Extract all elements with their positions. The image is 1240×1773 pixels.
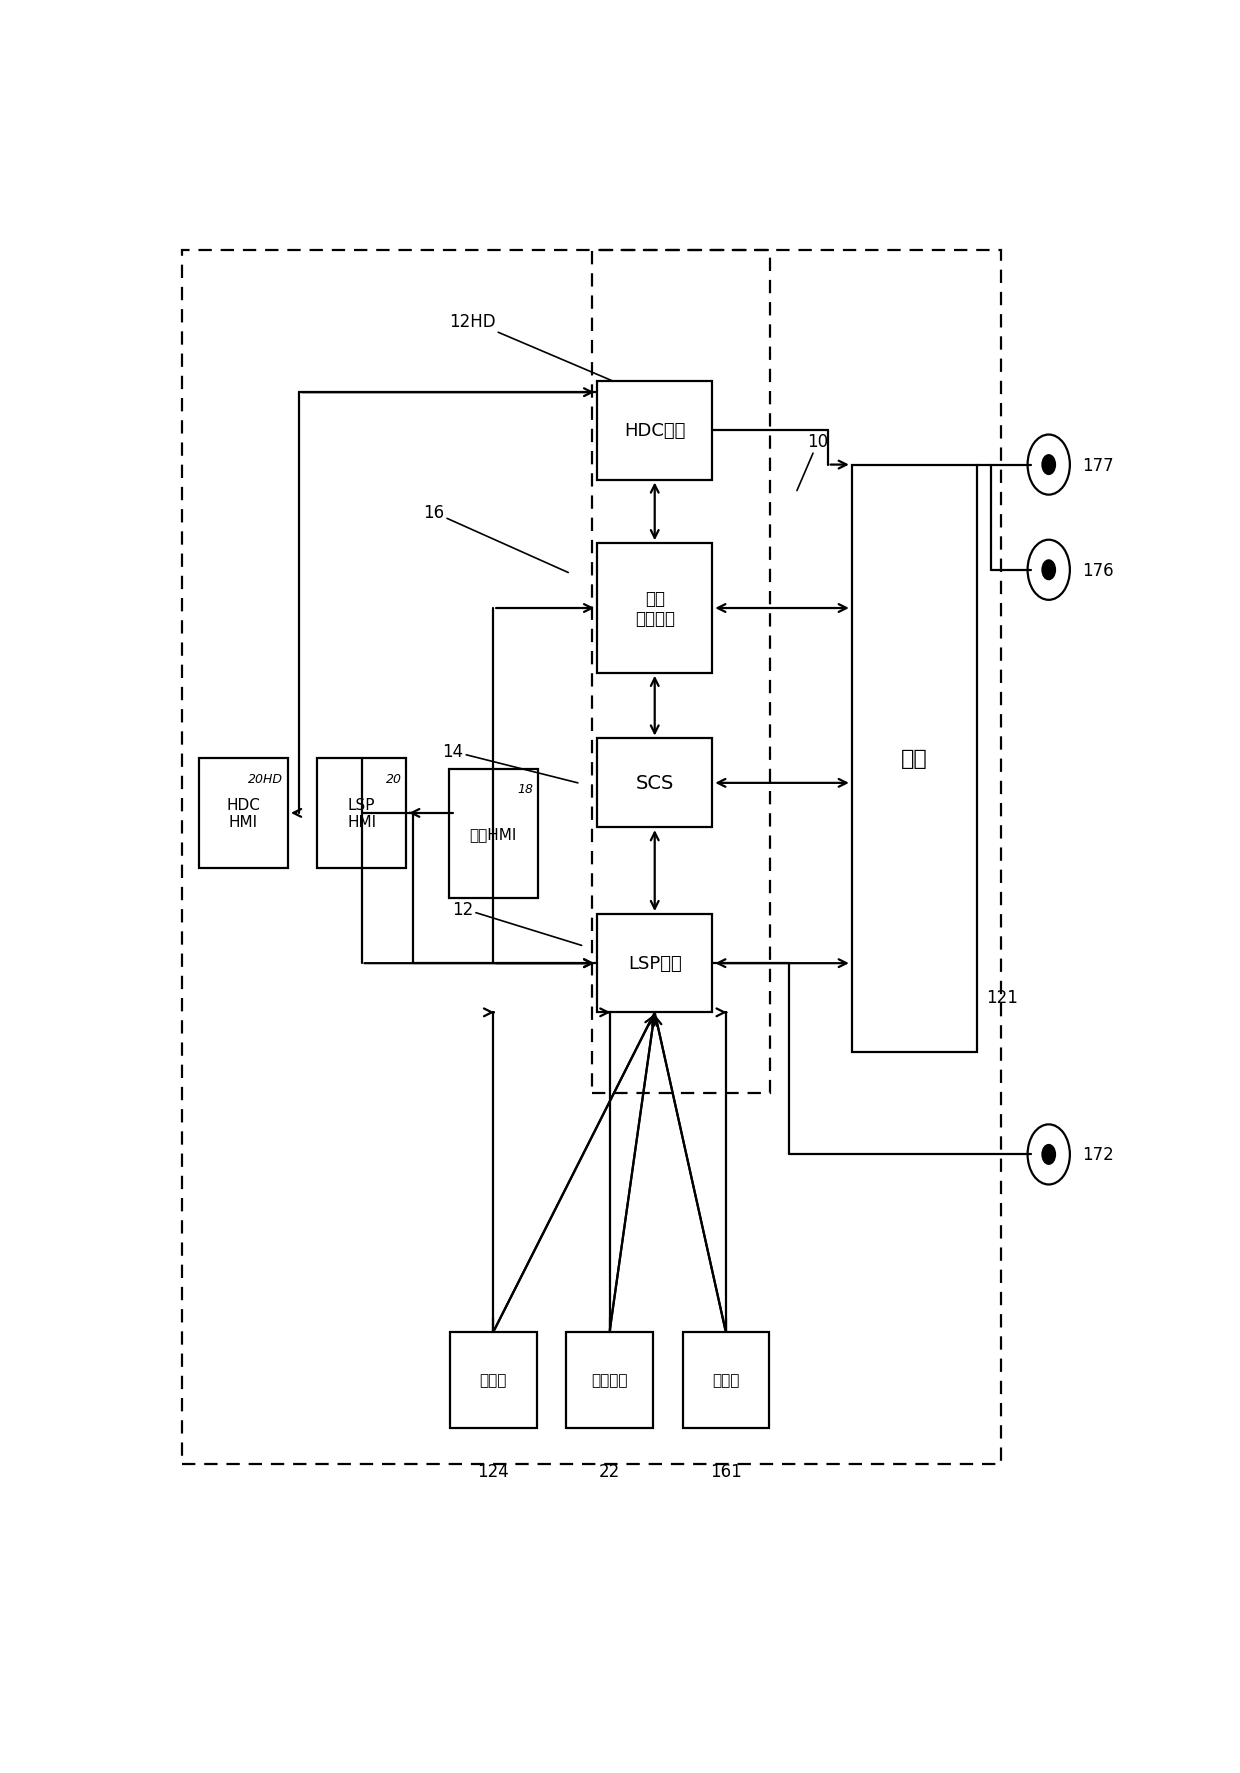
Bar	[449, 769, 538, 899]
Bar	[182, 252, 1001, 1464]
Text: SCS: SCS	[636, 775, 673, 793]
Text: 12HD: 12HD	[449, 314, 614, 381]
Text: 176: 176	[1083, 562, 1114, 580]
Bar	[450, 1332, 537, 1427]
Text: 制动系统: 制动系统	[591, 1372, 627, 1388]
Bar	[593, 252, 770, 1094]
Bar	[596, 544, 712, 674]
Text: LSP控制: LSP控制	[627, 954, 682, 973]
Text: HDC控制: HDC控制	[624, 422, 686, 440]
Circle shape	[1042, 456, 1056, 475]
Text: 161: 161	[711, 1463, 742, 1480]
Text: 20HD: 20HD	[248, 773, 283, 785]
Text: 10: 10	[797, 433, 828, 491]
Text: 121: 121	[986, 989, 1018, 1007]
Text: LSP
HMI: LSP HMI	[347, 798, 376, 830]
Circle shape	[1042, 1144, 1056, 1165]
Text: 加速器: 加速器	[712, 1372, 739, 1388]
Text: 12: 12	[451, 901, 582, 945]
Text: 16: 16	[423, 504, 568, 573]
Bar	[596, 915, 712, 1012]
Text: 124: 124	[477, 1463, 510, 1480]
Bar	[198, 759, 288, 869]
Circle shape	[1042, 560, 1056, 582]
Text: 14: 14	[443, 743, 578, 784]
Text: 18: 18	[517, 782, 533, 796]
Text: HDC
HMI: HDC HMI	[227, 798, 260, 830]
Bar	[596, 381, 712, 480]
Bar	[852, 465, 977, 1053]
Text: 巡航HMI: 巡航HMI	[470, 826, 517, 842]
Bar	[682, 1332, 769, 1427]
Bar	[317, 759, 407, 869]
Text: 变速箱: 变速箱	[480, 1372, 507, 1388]
Text: 引擎: 引擎	[900, 748, 928, 769]
Text: 177: 177	[1083, 456, 1114, 475]
Text: 公路
巡航控制: 公路 巡航控制	[635, 589, 675, 628]
Text: 172: 172	[1083, 1145, 1114, 1163]
Bar	[596, 739, 712, 828]
Bar	[567, 1332, 652, 1427]
Text: 20: 20	[386, 773, 402, 785]
Text: 22: 22	[599, 1463, 620, 1480]
